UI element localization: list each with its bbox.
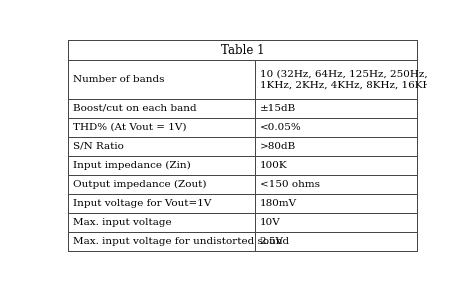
- Bar: [68, 194, 255, 213]
- Text: ±15dB: ±15dB: [260, 104, 296, 113]
- Bar: [68, 99, 255, 118]
- Bar: [255, 99, 418, 118]
- Bar: [68, 40, 418, 60]
- Text: Max. input voltage: Max. input voltage: [73, 218, 172, 227]
- Bar: [68, 232, 255, 251]
- Bar: [255, 156, 418, 175]
- Text: Boost/cut on each band: Boost/cut on each band: [73, 104, 196, 113]
- Text: Max. input voltage for undistorted sound: Max. input voltage for undistorted sound: [73, 237, 289, 246]
- Text: <0.05%: <0.05%: [260, 123, 301, 132]
- Bar: [255, 213, 418, 232]
- Text: THD% (At Vout = 1V): THD% (At Vout = 1V): [73, 123, 186, 132]
- Bar: [68, 213, 255, 232]
- Bar: [68, 156, 255, 175]
- Bar: [255, 118, 418, 137]
- Bar: [255, 137, 418, 156]
- Bar: [68, 137, 255, 156]
- Bar: [68, 175, 255, 194]
- Text: Table 1: Table 1: [221, 44, 264, 57]
- Text: S/N Ratio: S/N Ratio: [73, 142, 124, 151]
- Bar: [68, 118, 255, 137]
- Text: <150 ohms: <150 ohms: [260, 180, 319, 189]
- Bar: [255, 232, 418, 251]
- Text: Input impedance (Zin): Input impedance (Zin): [73, 161, 191, 170]
- Text: 100K: 100K: [260, 161, 287, 170]
- Text: Output impedance (Zout): Output impedance (Zout): [73, 180, 206, 189]
- Bar: [255, 175, 418, 194]
- Text: >80dB: >80dB: [260, 142, 296, 151]
- Bar: [255, 60, 418, 99]
- Text: Number of bands: Number of bands: [73, 75, 164, 84]
- Bar: [68, 60, 255, 99]
- Text: 2.5V: 2.5V: [260, 237, 283, 246]
- Bar: [255, 194, 418, 213]
- Text: 10V: 10V: [260, 218, 280, 227]
- Text: 180mV: 180mV: [260, 199, 297, 208]
- Text: Input voltage for Vout=1V: Input voltage for Vout=1V: [73, 199, 211, 208]
- Text: 10 (32Hz, 64Hz, 125Hz, 250Hz, 500Hz,
1KHz, 2KHz, 4KHz, 8KHz, 16KHz): 10 (32Hz, 64Hz, 125Hz, 250Hz, 500Hz, 1KH…: [260, 69, 468, 90]
